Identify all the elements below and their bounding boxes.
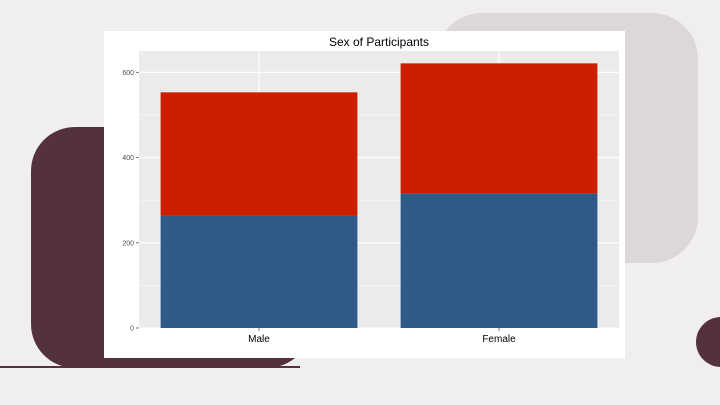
chart-card: Sex of Participants 0 200 400 600 Male Female (104, 31, 625, 358)
decorative-circle (696, 317, 720, 367)
bars (160, 63, 598, 328)
y-tick-label: 400 (122, 155, 134, 162)
chart-title: Sex of Participants (329, 35, 429, 49)
bar-male-segment-2 (160, 92, 358, 216)
y-tick-label: 200 (122, 240, 134, 247)
bar-female-segment-1 (400, 193, 598, 328)
y-tick-label: 0 (130, 326, 134, 333)
x-tick-label: Female (482, 334, 516, 345)
bar-male-segment-1 (160, 215, 358, 328)
bar-chart: Sex of Participants 0 200 400 600 Male Female (122, 35, 619, 345)
bar-female-segment-2 (400, 63, 598, 194)
decorative-line (0, 366, 300, 368)
y-tick-label: 600 (122, 70, 134, 77)
x-tick-label: Male (248, 334, 270, 345)
axes: 0 200 400 600 Male Female (122, 70, 516, 345)
